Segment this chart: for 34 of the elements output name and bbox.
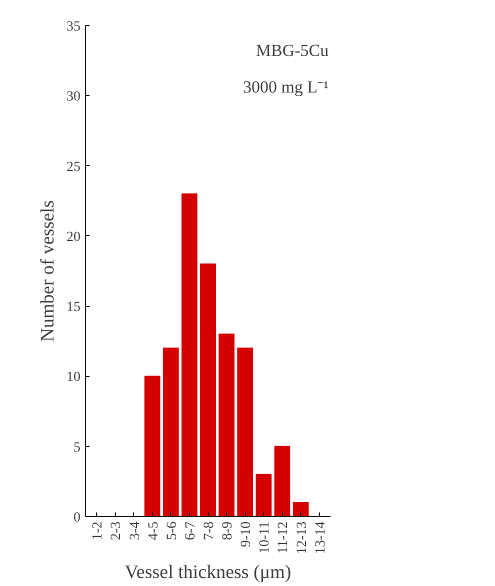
x-tick-label: 3-4 — [128, 521, 143, 540]
x-axis-title: Vessel thickness (μm) — [124, 562, 292, 584]
y-tick-label: 0 — [74, 510, 80, 526]
x-tick-label: 6-7 — [183, 521, 198, 540]
x-tick-label: 1-2 — [90, 521, 106, 540]
bar — [182, 193, 198, 516]
y-tick-label: 35 — [66, 20, 80, 34]
x-tick-label: 12-13 — [294, 521, 310, 554]
y-tick-label: 20 — [66, 230, 80, 245]
bar — [292, 502, 309, 516]
y-axis-title: Number of vessels — [38, 200, 58, 342]
x-tick-label: 13-14 — [313, 521, 328, 554]
y-tick-label: 10 — [66, 370, 80, 386]
bar — [256, 474, 272, 516]
x-tick-label: 8-9 — [220, 521, 236, 540]
x-tick-label: 7-8 — [202, 521, 217, 540]
bar — [144, 376, 160, 516]
bar — [162, 348, 179, 516]
x-tick-label: 4-5 — [146, 521, 162, 540]
annotation: 3000 mg L⁻¹ — [242, 78, 329, 97]
y-tick-label: 5 — [74, 440, 80, 456]
x-tick-label: 11-12 — [276, 521, 292, 554]
bar — [218, 334, 234, 516]
y-tick-label: 15 — [66, 300, 80, 316]
y-tick-label: 25 — [66, 160, 80, 175]
annotation: MBG-5Cu — [256, 40, 330, 60]
x-tick-label: 5-6 — [164, 521, 180, 540]
x-tick-label: 9-10 — [239, 521, 254, 548]
bar — [200, 263, 216, 516]
x-tick-label: 2-3 — [109, 521, 124, 540]
x-tick-label: 10-11 — [258, 521, 273, 554]
y-tick-label: 30 — [66, 90, 80, 105]
bar — [237, 348, 254, 516]
bar — [274, 446, 290, 516]
